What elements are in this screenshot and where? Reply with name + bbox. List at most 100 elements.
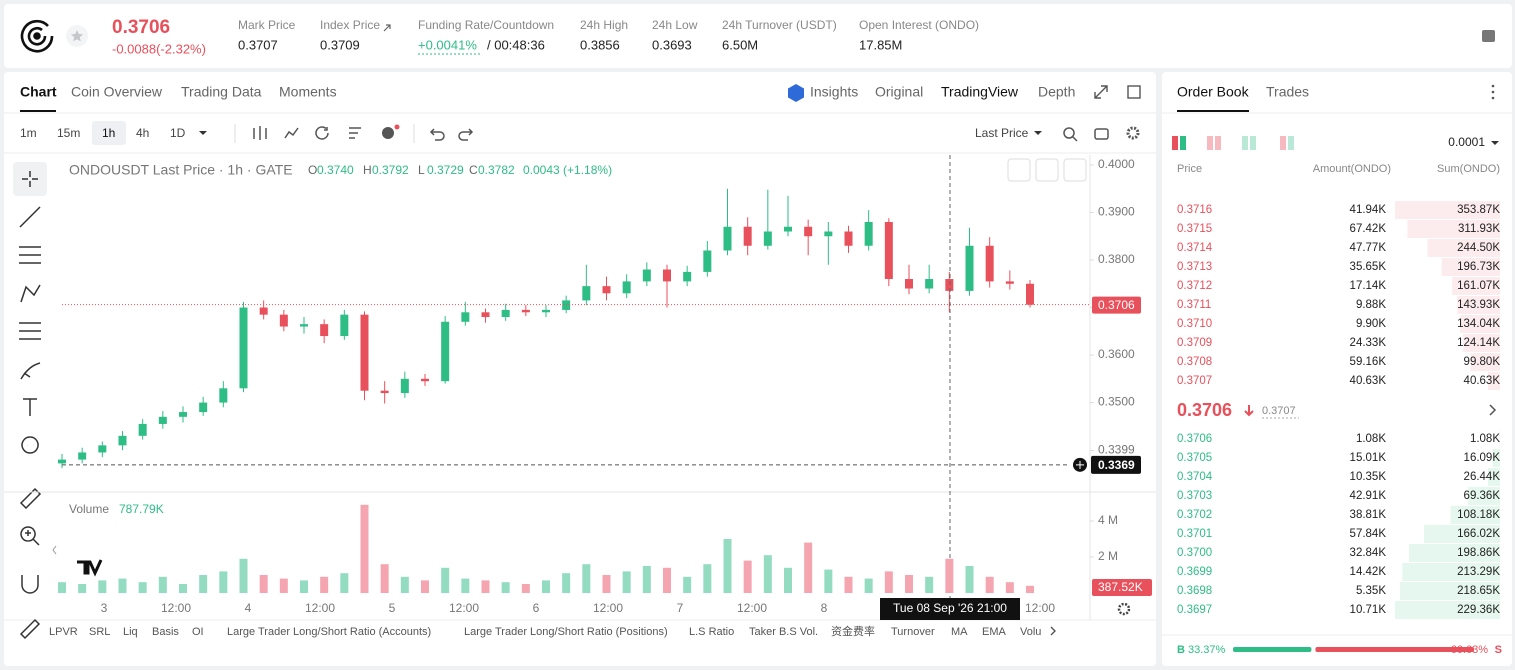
ohlc-label: C (469, 163, 478, 177)
indicator-tab[interactable]: 资金费率 (831, 624, 875, 638)
chart-tab[interactable]: Moments (279, 84, 337, 100)
ob-tab[interactable]: Order Book (1177, 84, 1250, 100)
toolbar-icon[interactable] (315, 126, 329, 140)
ob-amount: 35.65K (1350, 261, 1387, 273)
candle-body (1026, 283, 1034, 305)
interval[interactable]: 15m (57, 126, 80, 140)
indicator-tab[interactable]: EMA (982, 626, 1007, 638)
stat-value: +0.0041% (418, 37, 477, 52)
price-type[interactable]: Last Price (975, 126, 1029, 140)
drawing-tool[interactable] (21, 436, 39, 454)
buy-ratio: 33.37% (1188, 644, 1226, 656)
indicator-tab[interactable]: Taker B.S Vol. (749, 626, 818, 638)
toolbar-icon[interactable] (284, 127, 299, 139)
chart-tab[interactable]: Trading Data (181, 84, 262, 100)
interval[interactable]: 1D (170, 126, 186, 140)
volume-bar (58, 582, 66, 593)
layout-right[interactable] (1250, 136, 1256, 150)
layout-left[interactable] (1207, 136, 1213, 150)
volume-bar (784, 567, 792, 593)
indicator-tab[interactable]: MA (951, 626, 968, 638)
drawing-tool[interactable] (19, 246, 41, 264)
ohlc-label: H (363, 163, 372, 177)
tv-logo (77, 559, 103, 577)
interval[interactable]: 4h (136, 126, 149, 140)
drawing-tool[interactable] (20, 362, 41, 380)
drawing-tool[interactable] (22, 171, 38, 187)
drawing-tool[interactable] (19, 322, 41, 340)
indicator-tab[interactable]: Large Trader Long/Short Ratio (Positions… (464, 626, 668, 638)
drawing-tool[interactable] (19, 618, 41, 640)
indicator-tab[interactable]: Large Trader Long/Short Ratio (Accounts) (227, 626, 431, 638)
layout-right[interactable] (1215, 136, 1221, 150)
side-icon[interactable] (1482, 30, 1495, 42)
chart-tab[interactable]: Coin Overview (71, 84, 163, 100)
more-dot[interactable] (1491, 96, 1495, 100)
search-icon[interactable] (1063, 127, 1078, 142)
volume-bar (199, 574, 208, 593)
camera-icon[interactable] (1094, 128, 1109, 140)
indicator-icon[interactable] (382, 127, 394, 139)
view-option[interactable]: Insights (810, 84, 858, 100)
axis-settings[interactable] (1117, 602, 1131, 616)
settings-icon[interactable] (1126, 126, 1140, 140)
toolbar-icon[interactable] (429, 128, 445, 141)
drawing-tool[interactable] (19, 487, 42, 510)
indicator-tab[interactable]: SRL (89, 626, 110, 638)
ob-tab[interactable]: Trades (1266, 84, 1309, 100)
expand-icon[interactable] (1094, 85, 1108, 99)
depth-bar (1450, 506, 1500, 524)
y-tick-label: 0.3399 (1098, 443, 1135, 457)
more-dot[interactable] (1491, 84, 1495, 88)
layout-left[interactable] (1242, 136, 1248, 150)
indicator-tab[interactable]: Liq (123, 626, 138, 638)
window-icon[interactable] (1127, 85, 1141, 99)
view-option[interactable]: TradingView (941, 84, 1019, 100)
layout-right[interactable] (1288, 136, 1294, 150)
chart-tab[interactable]: Chart (20, 84, 57, 100)
drawing-tool[interactable] (23, 398, 37, 416)
layout-left[interactable] (1172, 136, 1178, 150)
view-option[interactable]: Original (875, 84, 923, 100)
depth-bar (1441, 258, 1500, 276)
layout-right[interactable] (1180, 136, 1186, 150)
more-dot[interactable] (1491, 90, 1495, 94)
indicator-tab[interactable]: LPVR (49, 626, 78, 638)
stat-label: 24h Turnover (USDT) (722, 18, 837, 32)
precision[interactable]: 0.0001 (1448, 135, 1485, 149)
candle-body (844, 231, 853, 246)
candle-body (925, 279, 934, 289)
interval[interactable]: 1h (102, 126, 115, 140)
notify-dot (394, 124, 400, 130)
interval[interactable]: 1m (20, 126, 37, 140)
toolbar-icon[interactable] (458, 128, 474, 141)
rail-collapse[interactable] (52, 545, 57, 555)
indicator-tab[interactable]: OI (192, 626, 204, 638)
y-tick-label: 0.4000 (1098, 157, 1135, 171)
chart-control[interactable] (1007, 158, 1031, 182)
drawing-tool[interactable] (20, 526, 40, 546)
volume-bar (562, 573, 571, 593)
drawing-tool[interactable] (19, 206, 41, 228)
chart-control[interactable] (1035, 158, 1059, 182)
toolbar-icon[interactable] (253, 126, 267, 140)
indicator-more[interactable] (1050, 626, 1056, 636)
ob-column: Sum(ONDO) (1437, 163, 1500, 175)
indicator-tab[interactable]: Basis (152, 626, 179, 638)
drawing-tool[interactable] (21, 575, 39, 594)
volume-bar (118, 578, 127, 593)
view-option[interactable]: Depth (1038, 84, 1075, 100)
chart-control[interactable] (1063, 158, 1087, 182)
toolbar-icon[interactable] (349, 127, 361, 139)
ob-chevron[interactable] (1489, 404, 1497, 416)
indicator-tab[interactable]: Turnover (891, 626, 935, 638)
volume-bar (663, 567, 671, 593)
ob-price: 0.3704 (1177, 471, 1213, 483)
drawing-tool[interactable] (20, 284, 41, 303)
layout-left[interactable] (1280, 136, 1286, 150)
volume-bar (179, 583, 187, 593)
indicator-tab[interactable]: L.S Ratio (689, 626, 734, 638)
depth-bar (1399, 582, 1500, 600)
indicator-tab[interactable]: Volu (1020, 626, 1041, 638)
